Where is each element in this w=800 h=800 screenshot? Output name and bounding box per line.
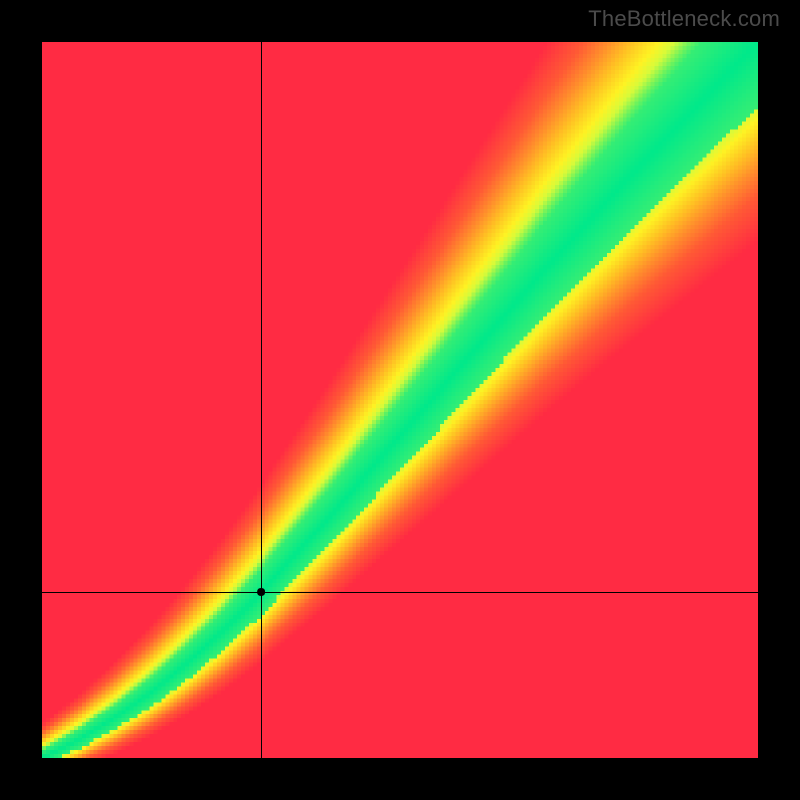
- crosshair-overlay: [42, 42, 758, 758]
- chart-container: TheBottleneck.com: [0, 0, 800, 800]
- watermark-text: TheBottleneck.com: [588, 6, 780, 32]
- heatmap-plot: [42, 42, 758, 758]
